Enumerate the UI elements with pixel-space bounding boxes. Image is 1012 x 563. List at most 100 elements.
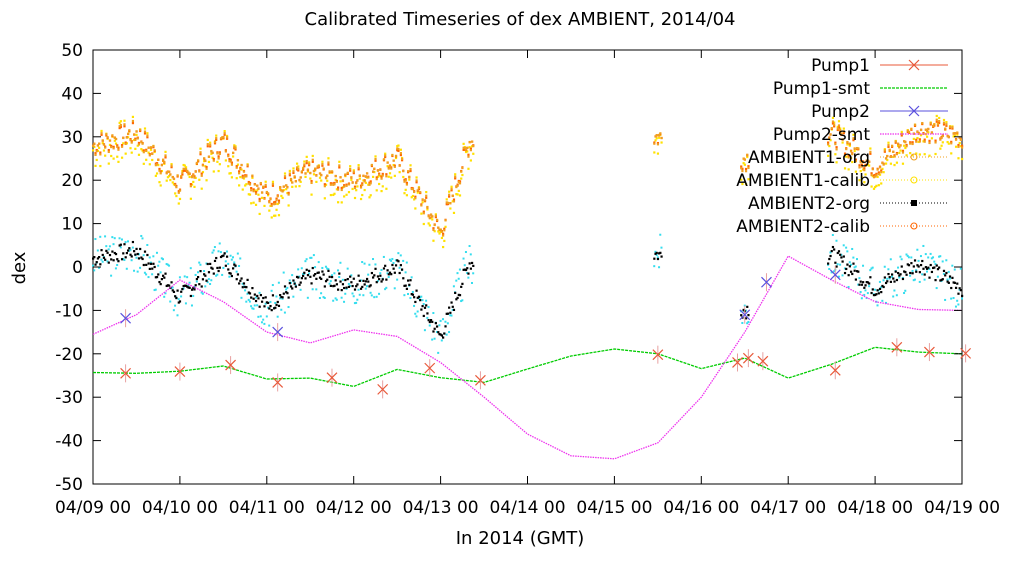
ambient2-error-point — [387, 276, 390, 279]
ambient2-error-point — [340, 296, 343, 299]
ambient2-error-point — [112, 243, 115, 246]
ambient2-error-point — [184, 302, 187, 305]
ambient1-calib-band-point — [113, 139, 116, 142]
ambient1-calib-band-point — [174, 192, 177, 195]
ambient2-org-band-point — [953, 281, 956, 284]
ambient2-error-point — [328, 282, 331, 285]
ambient2-error-point — [299, 288, 302, 291]
ambient2-org-band-point — [210, 266, 213, 269]
ambient1-org-band-point — [219, 137, 223, 140]
ambient2-calib-band-point — [883, 150, 886, 153]
ambient2-calib-band-point — [182, 169, 185, 172]
ambient1-calib-band-point — [274, 214, 277, 217]
ambient2-error-point — [333, 272, 336, 275]
ambient2-org-band-point — [232, 267, 235, 270]
ambient1-org-band-point — [422, 212, 425, 215]
ambient1-org-band-point — [133, 133, 136, 136]
ambient2-org-band-point — [124, 256, 127, 259]
ambient1-org-band-point — [345, 184, 348, 187]
ambient2-org-band-point — [434, 322, 437, 325]
legend-entry: Pump1 — [811, 56, 948, 76]
ambient2-org-band-point — [466, 267, 469, 270]
ambient2-error-point — [935, 287, 938, 290]
ambient1-calib-band-point — [341, 186, 345, 189]
ambient1-calib-band-point — [260, 196, 264, 199]
ambient2-error-point — [930, 257, 933, 260]
ambient2-calib-band-point — [218, 151, 221, 154]
ambient2-error-point — [248, 300, 251, 303]
ambient1-calib-band-point — [352, 169, 355, 172]
ambient1-calib-band-point — [324, 183, 328, 186]
ambient2-error-point — [113, 237, 116, 240]
ambient1-calib-band-point — [866, 163, 870, 166]
ambient2-calib-band-point — [938, 121, 941, 125]
ambient1-calib-band-point — [183, 164, 186, 167]
ambient1-calib-band-point — [235, 177, 238, 180]
ambient2-calib-band-point — [117, 146, 120, 149]
pump2-marker — [739, 305, 751, 324]
ambient2-error-point — [130, 259, 133, 262]
ambient2-org-band-point — [282, 292, 285, 295]
ambient2-error-point — [922, 244, 925, 247]
ambient2-org-band-point — [123, 243, 126, 246]
ambient2-calib-band-point — [158, 167, 161, 171]
ambient1-calib-band-point — [359, 197, 363, 201]
ambient1-calib-band-point — [392, 163, 395, 167]
ambient2-error-point — [108, 245, 111, 248]
ambient2-org-band-point — [322, 273, 325, 276]
ambient2-org-band-point — [470, 261, 474, 265]
ambient2-error-point — [444, 320, 447, 323]
ambient2-error-point — [232, 256, 235, 259]
ambient2-calib-band-point — [323, 183, 326, 186]
ambient1-calib-band-point — [273, 214, 276, 217]
ambient1-org-band-point — [393, 165, 396, 168]
ambient1-calib-band-point — [853, 149, 856, 153]
ambient2-org-band-point — [116, 258, 119, 261]
ambient2-org-band-point — [129, 253, 132, 256]
ambient1-calib-band-point — [210, 152, 213, 155]
ambient1-org-band-point — [330, 170, 334, 173]
ambient2-error-point — [852, 256, 855, 259]
ambient1-calib-band-point — [177, 202, 180, 205]
ambient2-org-band-point — [281, 296, 284, 299]
ambient2-org-band-point — [117, 260, 120, 263]
ambient1-org-band-point — [840, 132, 843, 135]
ambient2-error-point — [264, 302, 267, 305]
ambient1-calib-band-point — [159, 184, 162, 187]
y-tick-label: 30 — [61, 128, 83, 148]
ambient2-org-band-point — [343, 286, 346, 290]
ambient2-org-band-point — [398, 271, 401, 275]
pump1-marker — [424, 359, 436, 378]
ambient1-org-band-point — [183, 167, 186, 170]
ambient2-org-band-point — [833, 248, 836, 251]
ambient2-error-point — [178, 276, 181, 279]
ambient2-error-point — [404, 271, 407, 274]
ambient2-calib-band-point — [409, 169, 412, 173]
ambient1-org-band-point — [197, 159, 200, 162]
ambient1-org-band-point — [357, 166, 360, 169]
ambient1-org-band-point — [157, 158, 160, 161]
ambient1-org-band-point — [954, 138, 958, 141]
ambient2-org-band-point — [388, 271, 392, 274]
ambient2-org-band-point — [426, 312, 429, 315]
ambient2-org-band-point — [223, 252, 226, 255]
ambient2-org-band-point — [392, 267, 395, 270]
ambient2-org-band-point — [133, 250, 136, 253]
ambient2-org-band-point — [102, 256, 106, 259]
ambient2-calib-band-point — [950, 140, 953, 143]
ambient1-org-band-point — [907, 130, 911, 133]
ambient2-calib-band-point — [170, 166, 173, 169]
ambient1-calib-band-point — [94, 164, 97, 167]
ambient1-org-band-point — [934, 141, 937, 144]
ambient2-org-band-point — [912, 265, 915, 268]
ambient2-calib-band-point — [142, 149, 145, 152]
ambient2-org-band-point — [323, 285, 326, 288]
ambient1-org-band-point — [870, 173, 873, 177]
ambient2-org-band-point — [329, 284, 332, 287]
ambient2-org-band-point — [306, 274, 310, 277]
ambient2-org-band-point — [175, 296, 178, 300]
ambient1-calib-band-point — [188, 175, 191, 179]
ambient2-error-point — [125, 267, 128, 270]
ambient2-org-band-point — [201, 278, 205, 281]
ambient2-error-point — [653, 265, 656, 268]
